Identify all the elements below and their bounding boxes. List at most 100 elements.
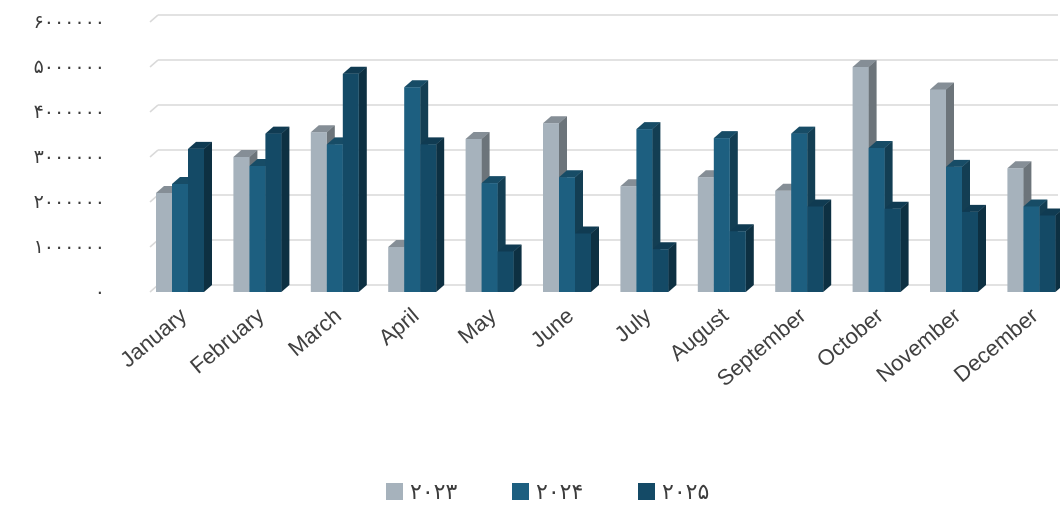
bar-front [807,206,824,292]
y-tick-label: ۵۰۰۰۰۰۰ [34,56,105,78]
bar-side [668,242,677,292]
bar-front [729,231,746,292]
bar-front [465,139,482,292]
bar-front [326,144,343,292]
bar-front [497,251,514,292]
bar-top [497,244,522,252]
bar-top [265,126,290,134]
bar-top [404,80,429,88]
bar-top [962,204,986,212]
bar-front [342,73,359,292]
y-tick-label: ۶۰۰۰۰۰۰ [34,11,105,33]
bar-front [884,208,901,292]
x-tick-label: February [185,303,269,379]
bar-front [481,183,498,292]
bar-side [591,226,599,292]
legend-swatch [638,483,655,500]
legend-item: ۲۰۲۳ [386,480,457,505]
bar-front [233,157,250,292]
bar-top [868,141,893,148]
y-tick-label: ۲۰۰۰۰۰۰ [34,191,105,213]
bar-top [1023,199,1048,207]
bar-front [636,129,653,292]
bar-top [420,137,445,145]
bar-top [342,66,367,74]
bar-front [310,132,327,292]
bar-front [620,186,637,292]
x-tick-label: August [664,303,733,366]
bar-front [713,138,730,292]
y-tick-label: ۰ [95,281,105,303]
bar-top [233,150,258,157]
bar-front [1023,206,1040,292]
y-tick-label: ۴۰۰۰۰۰۰ [34,101,105,123]
x-tick-label: December [949,303,1043,387]
legend-label: ۲۰۲۳ [410,480,457,505]
bar [575,226,599,292]
bar-top [636,122,661,130]
x-tick-label: May [453,303,501,349]
bar [962,204,986,292]
bar-top [1007,161,1032,169]
gridline-edge [149,14,159,23]
bar-front [1007,168,1024,292]
bar-front [156,193,172,292]
bar-side [281,126,290,292]
bar-top [807,199,832,207]
bars [156,60,1060,292]
bar-top [852,60,877,67]
bar-front [930,89,946,292]
bar-front [791,133,808,292]
bar-front [404,87,421,292]
x-tick-label: November [871,303,965,387]
bar [342,66,367,292]
bar-top [946,159,970,167]
bar-top [310,125,335,133]
bar-front [697,177,714,292]
x-tick-label: June [526,303,579,353]
bar-front [388,247,405,292]
bar-front [249,166,266,292]
y-tick-label: ۳۰۰۰۰۰۰ [34,146,105,168]
bar-side [513,244,522,292]
bar-top [713,131,738,139]
legend-swatch [386,483,403,500]
x-tick-label: January [115,303,191,372]
gridline-edge [149,59,159,68]
legend-label: ۲۰۲۵ [662,480,709,505]
bar-side [358,66,367,292]
x-tick-label: April [374,303,424,350]
bar-top [481,176,506,184]
bar [807,199,832,292]
bar-top [729,224,754,232]
bar-front [559,177,575,292]
bar [188,141,212,292]
bar-side [1055,211,1060,292]
legend: ۲۰۲۳ ۲۰۲۴ ۲۰۲۵ [386,480,709,505]
bar-top [188,141,212,149]
bar-top [930,82,954,90]
bar-top [884,201,909,209]
bar-front [962,211,978,292]
bar-side [204,141,212,292]
legend-label: ۲۰۲۴ [536,480,583,505]
bar [652,242,677,292]
legend-swatch [512,483,529,500]
bar-top [559,170,583,178]
x-tick-label: July [610,303,656,347]
bar-top [575,226,599,234]
bar-front [868,148,885,292]
bar-front [265,133,282,292]
gridline-edge [149,104,159,113]
x-tick-label: October [812,303,888,372]
bar-side [823,199,832,292]
y-tick-label: ۱۰۰۰۰۰۰ [34,236,105,258]
bar-side [745,224,754,292]
bar [1039,208,1060,292]
legend-item: ۲۰۲۵ [638,480,709,505]
bar-front [946,166,962,292]
bar [497,244,522,292]
